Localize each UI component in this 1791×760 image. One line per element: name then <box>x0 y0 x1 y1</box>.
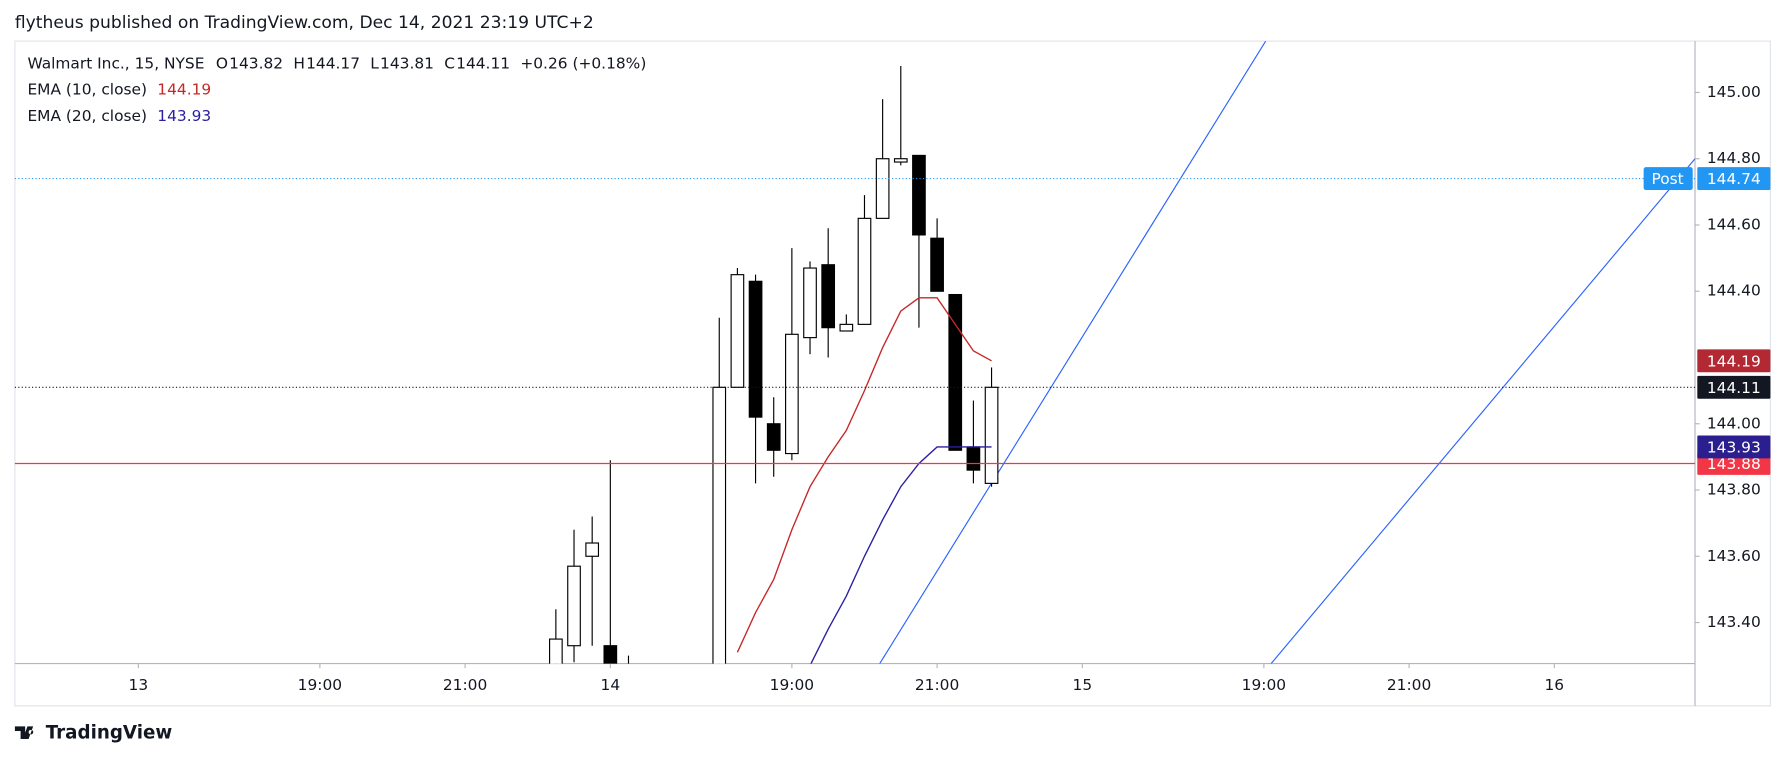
ema-line <box>810 446 992 664</box>
y-tick-label: 144.40 <box>1707 282 1761 300</box>
plot-area <box>549 41 1696 682</box>
ohlc-key: L <box>370 54 379 72</box>
legend-name: EMA (10, close) <box>27 81 147 99</box>
candle-body <box>821 264 836 329</box>
ema-badge-bg <box>1697 435 1771 459</box>
ohlc-value: 143.81 <box>380 54 434 72</box>
candle-body <box>984 386 999 484</box>
y-tick-label: 143.80 <box>1707 481 1761 499</box>
ema-badge: 144.19 <box>1707 352 1761 370</box>
candle-body <box>875 158 890 219</box>
candle-body <box>912 154 926 236</box>
y-tick-label: 144.60 <box>1707 215 1761 233</box>
x-tick-label: 19:00 <box>770 676 814 694</box>
candle-body <box>766 423 781 451</box>
published-line: flytheus published on TradingView.com, D… <box>15 13 594 33</box>
legend-value: 144.19 <box>157 81 211 99</box>
x-tick-label: 19:00 <box>298 676 342 694</box>
ema-line <box>736 297 992 653</box>
candle-body <box>622 672 635 682</box>
candle-body <box>930 237 944 292</box>
candle-body <box>839 323 854 332</box>
y-tick-label: 145.00 <box>1707 83 1761 101</box>
y-tick-label: 144.00 <box>1707 414 1761 432</box>
ema-badge-bg <box>1697 349 1771 373</box>
ohlc-value: 143.82 <box>229 54 283 72</box>
candle-body <box>893 158 908 163</box>
x-tick-label: 19:00 <box>1242 676 1286 694</box>
ema-badge: 143.93 <box>1707 439 1761 457</box>
x-tick-label: 16 <box>1545 676 1565 694</box>
candle-body <box>585 542 600 557</box>
brand: TradingView <box>46 722 173 743</box>
legend-name: EMA (20, close) <box>27 107 147 125</box>
session-label: Post <box>1651 170 1683 188</box>
ohlc-value: 144.11 <box>456 54 510 72</box>
price-line-badge: 144.11 <box>1707 379 1761 397</box>
candle-body <box>712 386 727 664</box>
trend-line <box>879 41 1267 664</box>
legend-value: 143.93 <box>157 107 211 125</box>
candle-body <box>966 446 981 471</box>
ohlc-value: 144.17 <box>306 54 360 72</box>
x-tick-label: 21:00 <box>1387 676 1431 694</box>
brand-logo <box>14 726 34 739</box>
price-line-badge-bg <box>1697 167 1771 191</box>
y-tick-label: 143.40 <box>1707 613 1761 631</box>
change: +0.26 (+0.18%) <box>520 54 646 72</box>
symbol: Walmart Inc., 15, NYSE <box>27 54 204 72</box>
candle-body <box>748 280 763 418</box>
x-tick-label: 21:00 <box>443 676 487 694</box>
trend-line <box>1270 158 1696 664</box>
price-line-badge-bg <box>1697 375 1771 399</box>
ohlc-key: O <box>216 54 228 72</box>
candle-body <box>567 565 581 647</box>
x-tick-label: 14 <box>601 676 621 694</box>
y-tick-label: 143.60 <box>1707 547 1761 565</box>
price-line-badge: 144.74 <box>1707 170 1761 188</box>
price-line-badge: 143.88 <box>1707 455 1761 473</box>
x-tick-label: 21:00 <box>915 676 959 694</box>
candle-body <box>549 638 563 664</box>
x-tick-label: 15 <box>1073 676 1093 694</box>
candle-body <box>730 274 745 388</box>
y-tick-label: 144.80 <box>1707 149 1761 167</box>
chart-frame <box>14 40 1771 707</box>
candle-body <box>857 217 872 325</box>
ohlc-key: H <box>293 54 305 72</box>
candle-body <box>785 333 799 455</box>
candle-body <box>803 267 817 339</box>
session-label-bg <box>1643 167 1693 191</box>
candle-body <box>948 293 963 451</box>
candle-body <box>603 645 618 664</box>
ohlc-key: C <box>444 54 455 72</box>
x-tick-label: 13 <box>129 676 149 694</box>
